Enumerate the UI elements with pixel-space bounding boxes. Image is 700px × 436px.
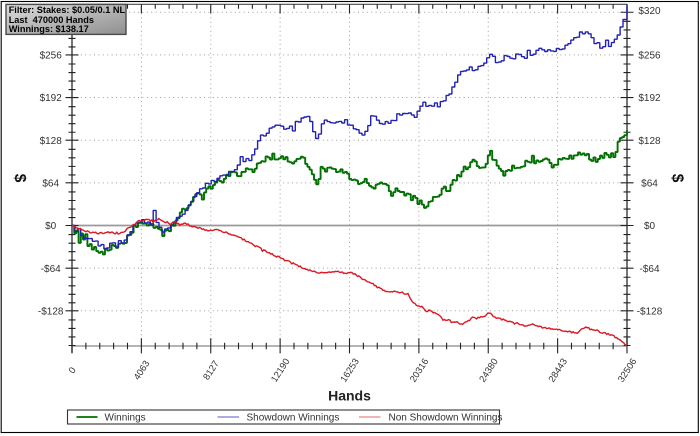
svg-text:Non Showdown Winnings: Non Showdown Winnings bbox=[389, 413, 503, 424]
svg-text:$320: $320 bbox=[638, 6, 661, 17]
svg-text:$128: $128 bbox=[40, 136, 63, 147]
svg-text:$0: $0 bbox=[45, 221, 57, 232]
svg-text:0: 0 bbox=[66, 365, 78, 375]
svg-text:Filter: Stakes: $0.05/0.1 NL: Filter: Stakes: $0.05/0.1 NL bbox=[9, 5, 126, 15]
svg-text:Hands: Hands bbox=[328, 388, 371, 404]
svg-text:Winnings: $138.17: Winnings: $138.17 bbox=[9, 24, 89, 34]
svg-text:$256: $256 bbox=[40, 51, 63, 62]
svg-text:$256: $256 bbox=[638, 51, 661, 62]
svg-text:$: $ bbox=[11, 174, 28, 183]
svg-text:-$64: -$64 bbox=[41, 264, 61, 275]
svg-text:$0: $0 bbox=[644, 221, 656, 232]
svg-text:$64: $64 bbox=[42, 178, 59, 189]
svg-text:$64: $64 bbox=[641, 178, 658, 189]
svg-text:$: $ bbox=[669, 174, 686, 183]
svg-text:Last 470000 Hands: Last 470000 Hands bbox=[9, 15, 94, 25]
svg-text:-$128: -$128 bbox=[637, 306, 663, 317]
svg-text:-$64: -$64 bbox=[639, 264, 659, 275]
svg-text:$192: $192 bbox=[638, 93, 661, 104]
svg-text:Winnings: Winnings bbox=[105, 413, 146, 424]
svg-text:$192: $192 bbox=[40, 93, 63, 104]
svg-text:Showdown Winnings: Showdown Winnings bbox=[247, 413, 340, 424]
svg-text:-$128: -$128 bbox=[38, 306, 64, 317]
svg-text:$128: $128 bbox=[638, 136, 661, 147]
